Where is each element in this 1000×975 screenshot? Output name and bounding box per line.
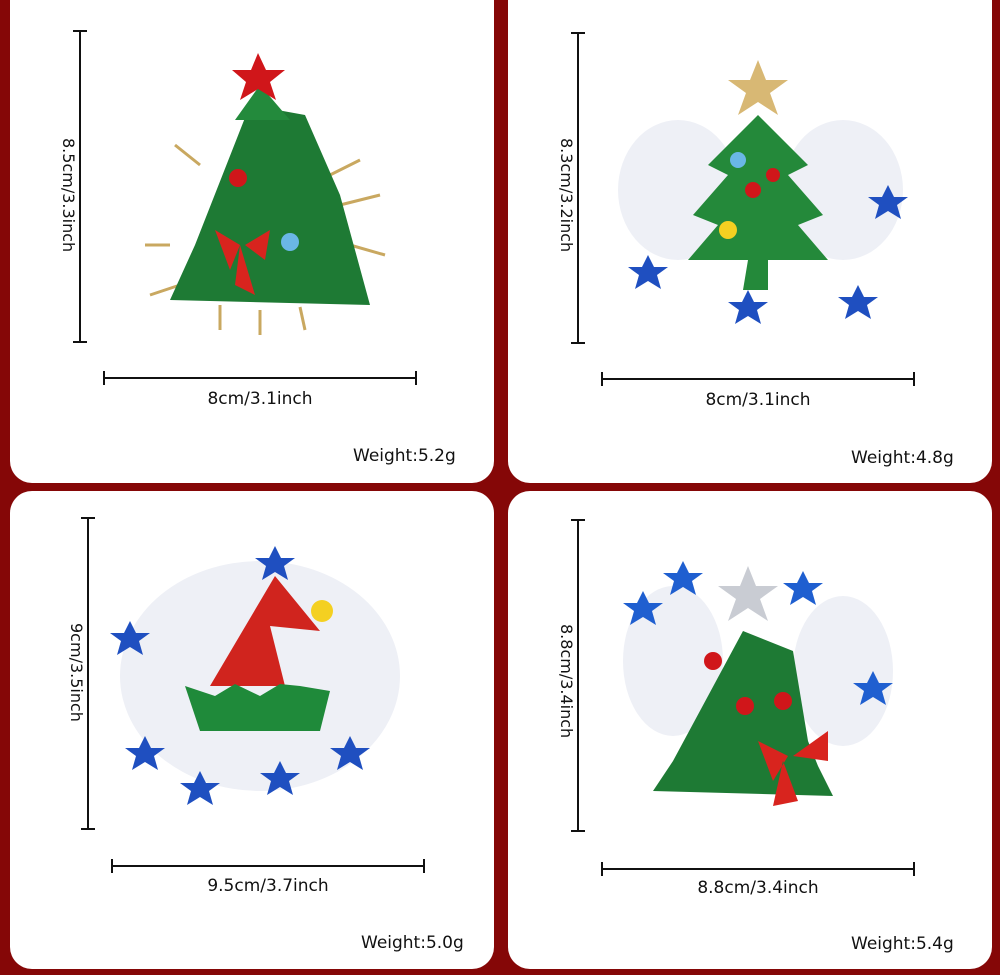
width-dimension-line [601,372,915,386]
width-label: 8cm/3.1inch [705,390,811,410]
height-dimension-line [73,30,87,343]
width-label: 8.8cm/3.4inch [697,878,819,898]
width-dimension-line [601,862,915,876]
height-label: 9cm/3.5inch [67,623,86,722]
weight-label: Weight:5.0g [361,933,464,953]
height-dimension-line [571,519,585,832]
height-label: 8.8cm/3.4inch [557,624,576,739]
width-dimension-line [111,859,425,873]
silver-star-tree-image [623,561,893,806]
elf-hat-image [110,546,400,805]
product-card: 9cm/3.5inch 9.5cm/3.7inch Weight:5.0g [10,491,494,969]
height-label: 8.5cm/3.3inch [59,138,78,253]
width-dimension-line [103,371,417,385]
product-card: 8.8cm/3.4inch 8.8cm/3.4inch Weight:5.4g [508,491,992,969]
glitter-tree-image [618,60,908,324]
product-card: 8.3cm/3.2inch 8cm/3.1inch Weight:4.8g [508,0,992,483]
tinsel-tree-image [145,53,386,335]
height-label: 8.3cm/3.2inch [557,138,576,253]
weight-label: Weight:5.2g [353,446,456,466]
width-label: 8cm/3.1inch [207,389,313,409]
product-card: 8.5cm/3.3inch 8cm/3.1inch Weight:5.2g [10,0,494,483]
weight-label: Weight:5.4g [851,934,954,954]
width-label: 9.5cm/3.7inch [207,876,329,896]
height-dimension-line [571,32,585,344]
height-dimension-line [81,517,95,830]
weight-label: Weight:4.8g [851,448,954,468]
